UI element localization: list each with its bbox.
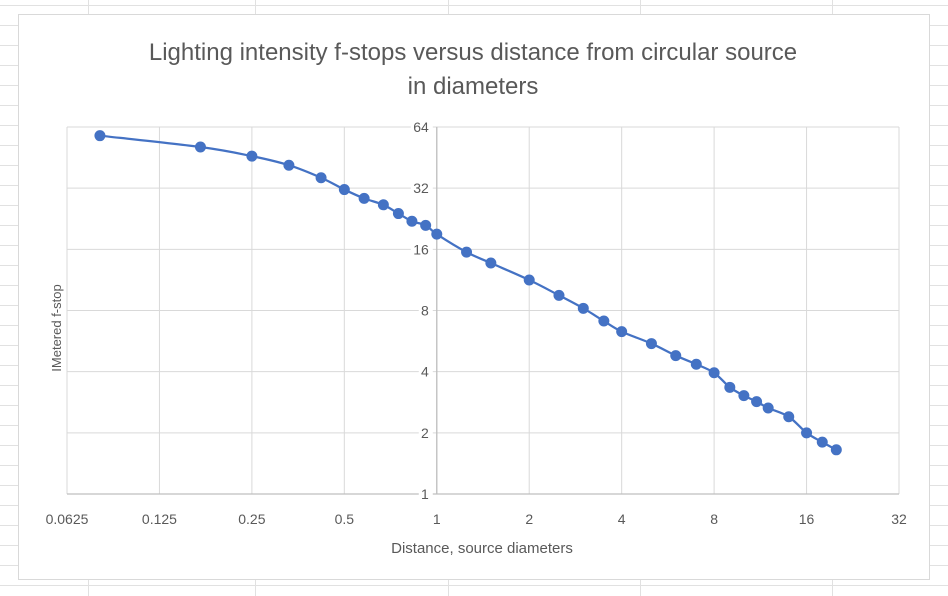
x-tick-label: 0.5	[335, 511, 355, 527]
plot-gridlines	[66, 126, 900, 495]
data-point	[762, 402, 774, 414]
x-axis-tick-labels: 0.0625 0.125 0.25 0.5 1 2 4 8 16 32	[46, 511, 907, 527]
x-tick-label: 1	[433, 511, 441, 527]
data-point	[553, 289, 565, 301]
x-tick-label: 0.25	[238, 511, 265, 527]
data-series	[94, 130, 842, 456]
chart-area[interactable]: Lighting intensity f-stops versus distan…	[18, 14, 930, 580]
chart-title-line-1: Lighting intensity f-stops versus distan…	[149, 39, 797, 66]
x-tick-label: 8	[710, 511, 718, 527]
y-tick-label: 2	[421, 425, 429, 441]
data-point	[645, 338, 657, 350]
y-tick-label: 16	[413, 241, 429, 257]
y-axis-title: IMetered f-stop	[49, 284, 64, 371]
plot-axes	[67, 127, 899, 495]
data-point	[724, 381, 736, 393]
x-axis-title: Distance, source diameters	[391, 540, 573, 557]
data-point	[338, 184, 350, 196]
data-point	[598, 315, 610, 327]
y-tick-label: 32	[413, 180, 429, 196]
data-point	[670, 350, 682, 362]
data-point	[94, 130, 106, 142]
data-point	[708, 367, 720, 379]
data-point	[816, 436, 828, 448]
data-point	[315, 172, 327, 184]
data-point	[461, 246, 473, 258]
y-axis-tick-labels: 1 2 4 8 16 32 64	[410, 118, 433, 502]
series-line	[99, 134, 837, 451]
data-point	[523, 274, 535, 286]
data-point	[783, 411, 795, 423]
data-point	[616, 326, 628, 338]
data-point	[358, 192, 370, 204]
data-point	[751, 396, 763, 408]
data-point	[246, 150, 258, 162]
data-point	[392, 208, 404, 220]
data-point	[406, 215, 418, 227]
y-tick-label-bg	[410, 240, 433, 257]
y-tick-label-bg	[418, 362, 433, 379]
y-tick-label: 1	[421, 486, 429, 502]
y-tick-label-bg	[410, 179, 433, 196]
data-point	[690, 358, 702, 370]
data-point	[420, 219, 432, 231]
y-tick-label: 64	[413, 119, 429, 135]
data-point	[801, 427, 813, 439]
x-tick-label: 4	[618, 511, 626, 527]
data-point	[830, 444, 842, 456]
x-tick-label: 0.125	[142, 511, 177, 527]
y-tick-label-bg	[418, 485, 433, 501]
y-tick-label-bg	[418, 423, 433, 440]
data-point	[194, 141, 206, 153]
data-point	[485, 257, 497, 269]
y-tick-label: 4	[421, 364, 429, 380]
data-point	[283, 159, 295, 171]
x-tick-label: 2	[525, 511, 533, 527]
y-tick-label-bg	[410, 118, 433, 134]
chart-title-line-2: in diameters	[408, 73, 539, 100]
y-tick-label-bg	[418, 301, 433, 318]
x-tick-label: 32	[891, 511, 907, 527]
x-tick-label: 16	[799, 511, 815, 527]
data-point	[738, 390, 750, 402]
data-point	[377, 199, 389, 211]
data-point	[431, 228, 443, 240]
chart-svg: Lighting intensity f-stops versus distan…	[46, 39, 907, 557]
data-point	[577, 302, 589, 314]
x-tick-label: 0.0625	[46, 511, 89, 527]
y-tick-label: 8	[421, 303, 429, 319]
